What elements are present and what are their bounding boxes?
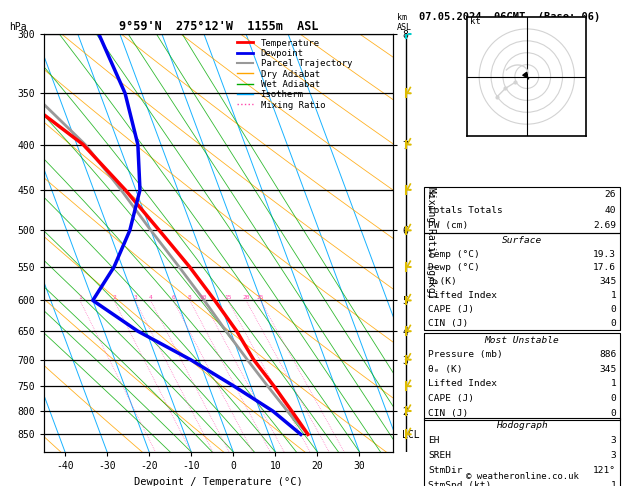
Text: 15: 15 [224,295,231,300]
Text: 10: 10 [199,295,207,300]
Title: 9°59'N  275°12'W  1155m  ASL: 9°59'N 275°12'W 1155m ASL [119,20,318,33]
Text: Temp (°C): Temp (°C) [428,250,480,259]
Text: kt: kt [470,17,481,26]
Text: km
ASL: km ASL [397,13,411,32]
Bar [424,187,620,233]
Text: 345: 345 [599,365,616,374]
Text: 0: 0 [610,319,616,328]
Bar [424,233,620,330]
Text: 886: 886 [599,350,616,359]
Text: EH: EH [428,436,440,445]
Text: 6: 6 [171,295,175,300]
Text: StmDir: StmDir [428,466,462,475]
Text: 2: 2 [112,295,116,300]
Text: 4: 4 [148,295,152,300]
Text: Lifted Index: Lifted Index [428,291,497,300]
Text: 26: 26 [604,191,616,199]
Text: StmSpd (kt): StmSpd (kt) [428,481,491,486]
Text: θₑ (K): θₑ (K) [428,365,462,374]
Text: 19.3: 19.3 [593,250,616,259]
Text: CIN (J): CIN (J) [428,319,468,328]
Text: 121°: 121° [593,466,616,475]
Text: 0: 0 [610,409,616,417]
Text: Most Unstable: Most Unstable [485,336,559,345]
Text: CAPE (J): CAPE (J) [428,394,474,403]
Y-axis label: Mixing Ratio (g/kg): Mixing Ratio (g/kg) [426,187,437,299]
Text: 1: 1 [78,295,82,300]
Text: Hodograph: Hodograph [496,421,548,430]
Text: Lifted Index: Lifted Index [428,380,497,388]
Text: hPa: hPa [9,22,27,32]
Text: 345: 345 [599,278,616,286]
Text: 0: 0 [610,394,616,403]
Text: PW (cm): PW (cm) [428,221,468,230]
Text: 20: 20 [242,295,250,300]
Text: Dewp (°C): Dewp (°C) [428,263,480,273]
Text: 2.69: 2.69 [593,221,616,230]
Bar [424,333,620,420]
Text: 1: 1 [610,380,616,388]
Text: Pressure (mb): Pressure (mb) [428,350,503,359]
Text: 1: 1 [610,481,616,486]
Text: 07.05.2024  06GMT  (Base: 06): 07.05.2024 06GMT (Base: 06) [420,12,601,22]
Text: 17.6: 17.6 [593,263,616,273]
Text: 40: 40 [604,206,616,215]
Text: 25: 25 [257,295,264,300]
Text: 1: 1 [610,291,616,300]
Text: © weatheronline.co.uk: © weatheronline.co.uk [465,472,579,481]
Legend: Temperature, Dewpoint, Parcel Trajectory, Dry Adiabat, Wet Adiabat, Isotherm, Mi: Temperature, Dewpoint, Parcel Trajectory… [237,38,352,110]
Text: 0: 0 [610,305,616,314]
Text: CAPE (J): CAPE (J) [428,305,474,314]
Bar [424,418,620,486]
X-axis label: Dewpoint / Temperature (°C): Dewpoint / Temperature (°C) [134,477,303,486]
Text: CIN (J): CIN (J) [428,409,468,417]
Text: K: K [428,191,434,199]
Text: θₑ(K): θₑ(K) [428,278,457,286]
Text: Surface: Surface [502,236,542,245]
Text: 3: 3 [610,451,616,460]
Text: SREH: SREH [428,451,451,460]
Text: 8: 8 [188,295,192,300]
Text: 3: 3 [610,436,616,445]
Text: Totals Totals: Totals Totals [428,206,503,215]
Text: 3: 3 [133,295,137,300]
